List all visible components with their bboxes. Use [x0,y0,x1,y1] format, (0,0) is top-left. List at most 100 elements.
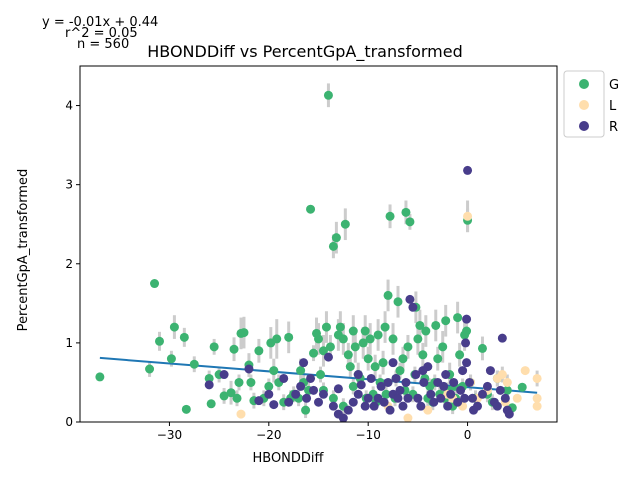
data-point-G [415,320,425,330]
data-point-G [328,393,338,403]
data-point-G [477,343,487,353]
data-point-R [465,377,475,387]
data-point-R [485,366,495,376]
y-axis: 0 1 2 3 4 [65,99,80,429]
data-point-R [385,405,395,415]
y-tick-label: 1 [65,336,73,350]
data-point-R [376,381,386,391]
data-point-L [403,413,413,423]
data-point-R [388,358,398,368]
plot-frame [79,65,558,423]
data-point-G [315,370,325,380]
data-point-G [340,219,350,229]
data-point-G [421,326,431,336]
data-point-G [169,322,179,332]
data-point-G [232,393,242,403]
data-point-G [381,389,391,399]
data-point-G [395,366,405,376]
data-point-R [413,393,423,403]
data-point-L [520,366,530,376]
data-point-G [264,381,274,391]
regression-equation: y = -0.01x + 0.44 [42,15,158,30]
data-point-G [204,373,214,383]
data-point-R [416,401,426,411]
data-point-R [323,352,333,362]
data-point-G [189,359,199,369]
data-point-R [379,397,389,407]
x-tick-label: −20 [256,428,281,442]
data-point-R [264,389,274,399]
data-point-G [166,354,176,364]
data-point-G [226,388,236,398]
data-point-L [236,409,246,419]
data-point-R [306,373,316,383]
data-point-G [209,342,219,352]
data-point-L [532,401,542,411]
sample-size-label: n = 560 [77,37,129,52]
data-point-G [335,322,345,332]
data-point-G [343,350,353,360]
data-point-R [309,385,319,395]
data-point-G [269,366,279,376]
data-point-G [318,346,328,356]
y-axis-label: PercentGpA_transformed [16,169,31,332]
data-point-G [206,399,216,409]
data-point-L [532,373,542,383]
data-point-R [284,397,294,407]
data-point-G [363,354,373,364]
data-point-R [419,377,429,387]
data-point-G [338,334,348,344]
data-point-G [517,382,527,392]
data-point-G [360,326,370,336]
data-point-G [229,344,239,354]
data-point-G [433,354,443,364]
data-point-L [497,370,507,380]
data-point-G [453,313,463,323]
data-point-G [413,334,423,344]
data-point-R [504,409,514,419]
data-point-G [350,342,360,352]
data-point-G [438,342,448,352]
data-point-R [426,389,436,399]
data-point-R [353,389,363,399]
x-tick-label: −10 [356,428,381,442]
data-point-R [366,373,376,383]
legend-label-G: G [609,78,619,93]
data-point-R [363,393,373,403]
data-point-R [462,314,472,324]
data-point-R [418,366,428,376]
x-tick-label: 0 [464,428,472,442]
data-point-G [431,320,441,330]
x-axis: −30 −20 −10 0 [157,422,472,442]
data-point-R [449,377,459,387]
data-point-G [385,211,395,221]
data-point-L [532,393,542,403]
data-point-R [436,393,446,403]
data-point-L [423,405,433,415]
data-point-R [360,401,370,411]
legend-label-L: L [609,99,617,114]
data-point-G [234,377,244,387]
data-point-R [291,389,301,399]
data-point-G [365,334,375,344]
data-point-R [495,385,505,395]
data-point-G [345,362,355,372]
data-point-G [301,405,311,415]
data-point-R [333,409,343,419]
points-layer [95,90,542,423]
data-point-L [502,377,512,387]
data-point-G [348,326,358,336]
data-point-G [398,354,408,364]
chart-title: HBONDDiff vs PercentGpA_transformed [147,42,463,62]
data-point-R [314,397,323,407]
data-point-G [405,217,415,227]
data-point-R [395,385,405,395]
data-point-R [254,396,264,406]
data-point-G [418,350,428,360]
data-point-R [343,405,353,415]
data-point-G [403,342,413,352]
data-point-L [463,211,473,221]
